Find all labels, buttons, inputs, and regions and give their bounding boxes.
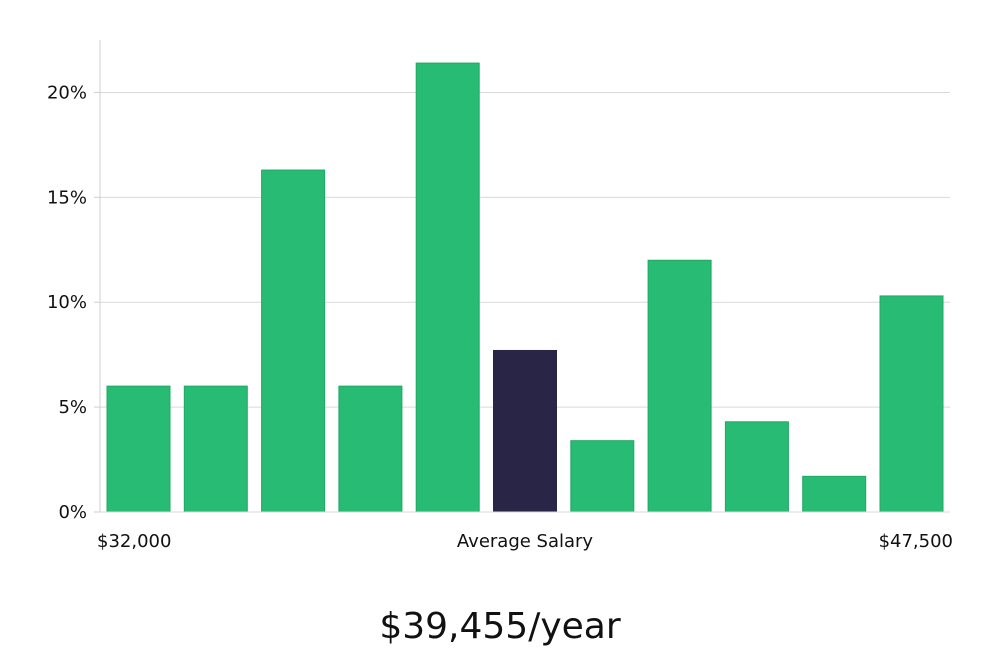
bar [338, 385, 403, 513]
x-center-label: Average Salary [457, 531, 594, 552]
bar [724, 421, 789, 513]
axis-layer [94, 40, 950, 513]
y-tick-label: 20% [47, 82, 87, 103]
bar [802, 475, 867, 513]
y-tick-label: 0% [58, 502, 87, 523]
bar [183, 385, 248, 513]
average-salary-headline: $39,455/year [379, 606, 621, 647]
y-tick-label: 5% [58, 397, 87, 418]
bar-chart-svg: 0% 5% 10% 15% 20% $32,000 Average Salary $47,50… [47, 40, 953, 552]
bar-layer [106, 62, 944, 513]
x-min-label: $32,000 [97, 531, 171, 552]
bar-highlighted [493, 349, 557, 513]
bar [879, 295, 944, 513]
label-layer: 0% 5% 10% 15% 20% $32,000 Average Salary $47,50… [47, 82, 953, 552]
y-tick-label: 10% [47, 292, 87, 313]
bar [647, 259, 712, 513]
bar [261, 169, 326, 513]
bar [106, 385, 171, 513]
bar [415, 62, 480, 513]
x-max-label: $47,500 [879, 531, 953, 552]
bar [570, 440, 635, 513]
y-tick-label: 15% [47, 187, 87, 208]
